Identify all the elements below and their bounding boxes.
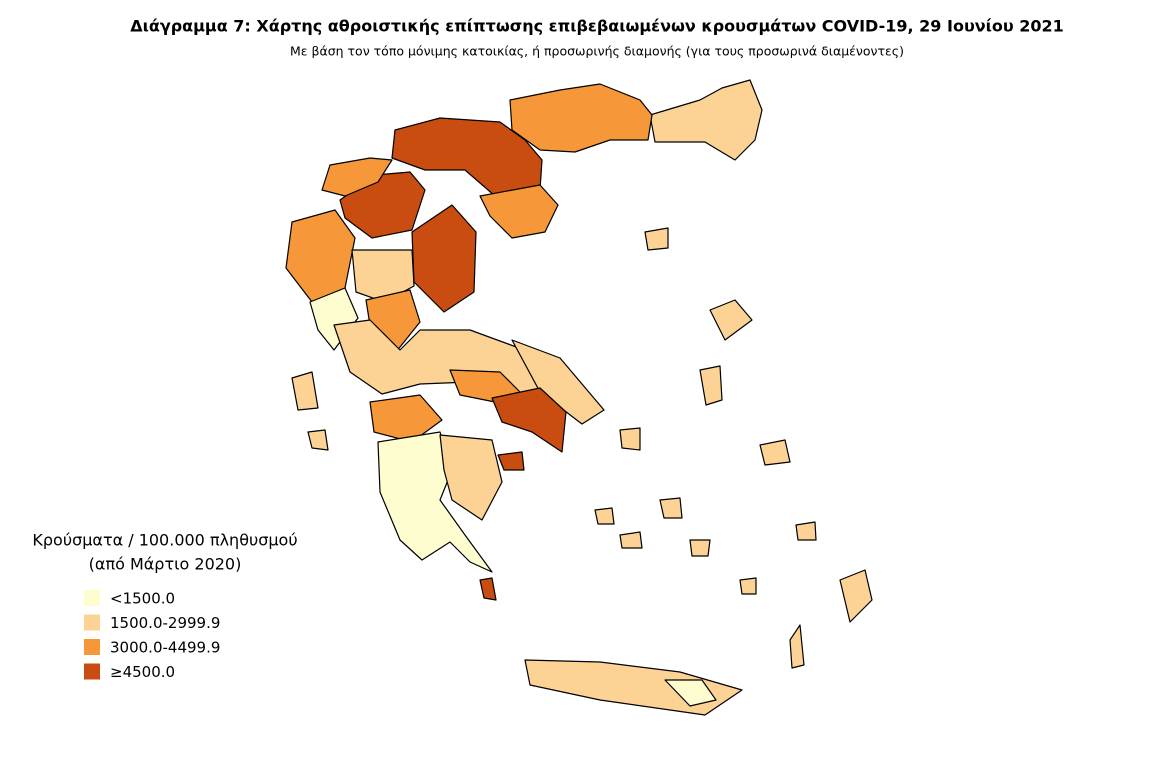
- region: [644, 227, 669, 251]
- region: [321, 157, 393, 197]
- region: [479, 577, 497, 601]
- map-title: Διάγραμμα 7: Χάρτης αθροιστικής επίπτωση…: [130, 17, 1064, 36]
- legend-swatch: [84, 639, 100, 655]
- legend-label: 3000.0-4499.9: [110, 639, 220, 657]
- legend-label: 1500.0-2999.9: [110, 614, 220, 632]
- legend-swatch: [84, 663, 100, 680]
- region: [479, 184, 559, 239]
- region: [619, 531, 643, 549]
- region: [739, 577, 757, 595]
- region: [491, 387, 567, 453]
- region: [291, 371, 319, 411]
- region: [689, 539, 711, 557]
- region: [511, 339, 605, 425]
- region: [659, 497, 683, 519]
- legend-label: <1500.0: [110, 590, 175, 608]
- region: [497, 451, 525, 471]
- legend: <1500.0 1500.0-2999.9 3000.0-4499.9 ≥4500.0: [84, 590, 220, 681]
- region: [411, 204, 477, 313]
- region: [709, 299, 753, 341]
- legend-swatch: [84, 590, 100, 606]
- map-subtitle: Με βάση τον τόπο μόνιμης κατοικίας, ή πρ…: [290, 44, 904, 59]
- region: [619, 427, 641, 451]
- legend-swatch: [84, 614, 100, 631]
- legend-title: Κρούσματα / 100.000 πληθυσμού: [32, 531, 297, 550]
- region: [664, 679, 717, 707]
- region: [594, 507, 615, 525]
- region: [759, 439, 791, 466]
- region: [509, 83, 653, 153]
- region: [439, 434, 503, 521]
- region: [789, 624, 805, 669]
- region: [839, 569, 873, 623]
- region: [307, 429, 329, 451]
- legend-label: ≥4500.0: [110, 663, 175, 681]
- region: [795, 521, 817, 541]
- region: [524, 659, 743, 716]
- region: [649, 79, 763, 161]
- region: [369, 394, 443, 443]
- map: [285, 79, 873, 716]
- region: [699, 365, 723, 406]
- legend-title: (από Μάρτιο 2020): [89, 555, 242, 574]
